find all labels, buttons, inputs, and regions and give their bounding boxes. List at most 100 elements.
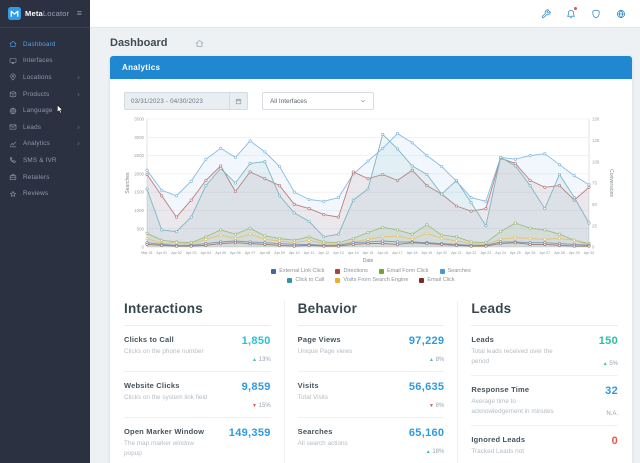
brand-name-light: Locator [42, 9, 70, 18]
sidebar-item-language[interactable]: Language [0, 102, 90, 119]
metric-description: Total Visits [297, 394, 329, 401]
svg-text:Searches: Searches [125, 172, 131, 194]
svg-text:0: 0 [592, 245, 595, 250]
metric-description: The map marker window popup [124, 440, 194, 457]
legend-row: Click to Call Visits From Search Engine Em… [287, 277, 455, 283]
calendar-icon[interactable] [229, 93, 247, 109]
metric-value: 56,635 [408, 381, 445, 393]
legend-item-click-to-call[interactable]: Click to Call [287, 277, 324, 283]
metric-figures: 1,850 ▲ 13% [213, 335, 271, 363]
topbar-wrench-icon[interactable] [541, 8, 551, 19]
metric-change: ▲ 5% [602, 360, 619, 367]
metric-row-page-views: Page Views Unique Page views 97,229 ▲ 8% [297, 326, 445, 372]
stats-column-title: Leads [471, 301, 619, 326]
globe-avatar-icon [617, 9, 625, 18]
topbar-bell-icon[interactable] [566, 6, 577, 19]
metric-value: 32 [605, 384, 619, 397]
topbar-globe-avatar-icon[interactable] [616, 9, 626, 19]
content: Analytics 03/31/2023 - 04/30/2023 All In… [90, 56, 640, 463]
svg-text:Apr 25: Apr 25 [510, 251, 521, 255]
stats-column-leads: Leads Leads Total leads received over th… [458, 301, 620, 463]
metric-change: ▼ 8% [429, 403, 445, 409]
notification-badge [574, 6, 577, 10]
brand-name: MetaLocator [25, 9, 69, 18]
svg-text:Mar 31: Mar 31 [141, 251, 152, 255]
filter-row: 03/31/2023 - 04/30/2023 All Interfaces [110, 79, 632, 114]
legend-item-searches[interactable]: Searches [439, 268, 471, 274]
interface-select-value: All Interfaces [270, 97, 307, 105]
legend-swatch [271, 268, 277, 274]
sidebar-item-sms-ivr[interactable]: SMS & IVR [0, 152, 90, 169]
metric-value: 149,359 [228, 427, 271, 439]
sidebar-item-label: Language [23, 107, 53, 115]
metric-label: Visits [297, 381, 319, 390]
metric-description: Unique Page views [297, 348, 353, 355]
metric-label: Open Marker Window [124, 427, 205, 436]
metric-row-visits: Visits Total Visits 56,635 ▼ 8% [297, 372, 445, 418]
metric-info: Visits Total Visits [298, 381, 385, 409]
metric-value: 150 [598, 335, 619, 347]
legend-item-email-form-click[interactable]: Email Form Click [378, 268, 429, 274]
metric-info: Leads Total leads received over the peri… [471, 335, 558, 367]
chevron-right-icon [77, 142, 80, 146]
legend-label: Click to Call [295, 277, 325, 283]
sidebar-item-dashboard[interactable]: Dashboard [0, 36, 90, 53]
legend-item-visits-from-search-engine[interactable]: Visits From Search Engine [335, 277, 408, 283]
wrench-icon [541, 8, 551, 18]
stats-column-title: Behavior [297, 301, 445, 326]
sidebar-item-locations[interactable]: Locations [0, 69, 90, 86]
stats-section: Interactions Clicks to Call Clicks on th… [110, 287, 632, 463]
metric-info: Ignored Leads Tracked Leads not [471, 435, 558, 461]
svg-text:Apr 05: Apr 05 [215, 251, 226, 255]
metric-figures: 56,635 ▼ 8% [387, 381, 444, 409]
svg-text:Apr 18: Apr 18 [407, 251, 418, 255]
svg-text:3000: 3000 [134, 135, 144, 140]
sidebar-item-leads[interactable]: Leads [0, 119, 90, 136]
topbar-shield-icon[interactable] [591, 9, 601, 19]
svg-text:Apr 29: Apr 29 [569, 251, 580, 255]
legend-label: Searches [447, 268, 471, 274]
svg-text:Apr 06: Apr 06 [230, 251, 241, 255]
box-icon [9, 91, 17, 98]
chart-legend: External Link Click Directions Email Form … [116, 268, 626, 283]
legend-swatch [378, 268, 384, 274]
svg-text:Apr 28: Apr 28 [554, 251, 565, 255]
date-range-input[interactable]: 03/31/2023 - 04/30/2023 [124, 92, 248, 110]
sidebar-item-retailers[interactable]: Retailers [0, 169, 90, 186]
metric-label: Page Views [297, 335, 341, 344]
svg-text:3500: 3500 [134, 117, 144, 122]
brand-logo-icon[interactable] [8, 7, 21, 20]
legend-item-email-click[interactable]: Email Click [419, 277, 455, 283]
bell-icon [567, 9, 575, 18]
legend-item-external-link-click[interactable]: External Link Click [271, 268, 324, 274]
metric-value: 1,850 [241, 335, 271, 347]
chart-line-icon [9, 141, 17, 147]
metric-description: Tracked Leads not [471, 447, 525, 455]
metric-row-ignored-leads: Ignored Leads Tracked Leads not 0 [471, 426, 618, 463]
svg-text:0: 0 [142, 245, 145, 250]
interface-select[interactable]: All Interfaces [262, 92, 374, 110]
metric-info: Searches All search actions [298, 427, 385, 455]
legend-label: Visits From Search Engine [343, 277, 409, 283]
svg-text:Apr 27: Apr 27 [540, 251, 551, 255]
sidebar-item-reviews[interactable]: Reviews [0, 185, 90, 202]
legend-swatch [335, 268, 341, 274]
svg-text:2000: 2000 [134, 171, 144, 176]
metric-row-clicks-to-call: Clicks to Call Clicks on the phone numbe… [124, 326, 271, 372]
sidebar-item-interfaces[interactable]: Interfaces [0, 53, 90, 70]
svg-text:75: 75 [592, 181, 597, 186]
svg-text:Apr 02: Apr 02 [171, 251, 182, 255]
sidebar-item-products[interactable]: Products [0, 86, 90, 103]
hamburger-menu-icon[interactable]: ≡ [76, 8, 82, 18]
analytics-panel-title: Analytics [110, 56, 632, 79]
sidebar-item-analytics[interactable]: Analytics [0, 136, 90, 153]
home-icon [9, 41, 17, 48]
sidebar-item-label: Analytics [23, 140, 50, 148]
legend-label: Directions [343, 268, 368, 274]
legend-item-directions[interactable]: Directions [335, 268, 368, 274]
svg-text:Apr 16: Apr 16 [377, 251, 388, 255]
breadcrumb-home-icon[interactable] [195, 39, 204, 48]
metric-label: Website Clicks [124, 381, 180, 390]
shield-icon [592, 9, 600, 18]
